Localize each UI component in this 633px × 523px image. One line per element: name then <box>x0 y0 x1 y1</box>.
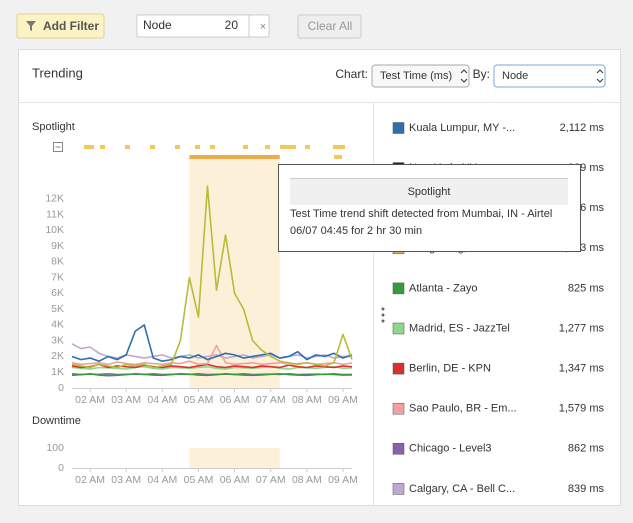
y-tick-label: 5K <box>51 303 64 315</box>
x-tick-label: 03 AM <box>111 394 141 406</box>
series-line <box>71 324 353 362</box>
y-tick-label: 2K <box>51 350 64 362</box>
legend-swatch <box>392 322 405 335</box>
legend-value: 839 ms <box>568 483 605 495</box>
y-tick-label: 11K <box>46 208 64 220</box>
x-tick-label: 02 AM <box>75 394 105 406</box>
chart-select[interactable] <box>371 64 470 88</box>
add-filter-label: Add Filter <box>43 19 99 33</box>
y-tick-label: 0 <box>58 462 64 474</box>
tooltip-title: Spotlight <box>408 186 451 198</box>
y-tick-label: 7K <box>51 271 64 283</box>
x-tick-label: 08 AM <box>292 474 322 486</box>
y-tick-label: 9K <box>51 240 64 252</box>
y-tick-label: 1K <box>51 366 64 378</box>
series-line <box>71 373 353 377</box>
spotlight-events <box>84 145 345 159</box>
series-line <box>71 185 353 369</box>
panel <box>18 49 621 506</box>
y-tick-label: 3K <box>51 334 64 346</box>
clear-all-label: Clear All <box>308 19 353 33</box>
legend-name: Madrid, ES - JazzTel <box>409 322 510 334</box>
legend-swatch <box>392 362 405 375</box>
filter-clear[interactable]: × <box>260 21 266 33</box>
x-tick-label: 09 AM <box>328 394 358 406</box>
legend-value: 1,579 ms <box>559 403 605 415</box>
x-tick-label: 03 AM <box>111 474 141 486</box>
legend-swatch <box>392 282 405 295</box>
legend-value: 1,277 ms <box>559 322 605 334</box>
by-select[interactable] <box>493 64 606 88</box>
x-tick-label: 06 AM <box>220 474 250 486</box>
legend-value: 2,112 ms <box>560 122 605 134</box>
clear-all-button[interactable] <box>297 14 362 39</box>
y-tick-label: 10K <box>45 224 64 236</box>
section-label: Spotlight <box>32 121 75 133</box>
by-select-value: Node <box>502 70 528 82</box>
by-label: By: <box>473 67 490 81</box>
y-tick-label: 0 <box>58 382 64 394</box>
filter-field: Node <box>143 18 172 32</box>
tooltip-detail: 06/07 04:45 for 2 hr 30 min <box>290 225 422 237</box>
x-tick-label: 06 AM <box>220 394 250 406</box>
x-tick-label: 04 AM <box>147 394 177 406</box>
filter-input[interactable] <box>136 14 270 38</box>
x-tick-label: 09 AM <box>328 474 358 486</box>
section-label: Downtime <box>32 415 81 427</box>
x-tick-label: 05 AM <box>184 394 214 406</box>
legend-name: Kuala Lumpur, MY -... <box>409 122 515 134</box>
legend-name: Atlanta - Zayo <box>409 282 477 294</box>
legend-swatch <box>392 122 405 134</box>
series-line <box>71 363 353 369</box>
spotlight-band <box>189 448 280 468</box>
legend-name: Sao Paulo, BR - Em... <box>409 403 517 415</box>
chart-select-value: Test Time (ms) <box>380 70 452 82</box>
legend-swatch <box>392 483 405 495</box>
select-arrows <box>596 69 604 83</box>
legend-swatch <box>392 443 405 455</box>
x-tick-label: 04 AM <box>147 474 177 486</box>
x-tick-label: 07 AM <box>256 474 286 486</box>
legend-value: 1,347 ms <box>559 363 605 375</box>
y-tick-label: 100 <box>46 442 64 454</box>
resize-handle[interactable] <box>381 307 385 323</box>
add-filter-button[interactable] <box>16 13 105 39</box>
y-tick-label: 6K <box>51 287 64 299</box>
select-arrows <box>460 69 468 83</box>
x-tick-label: 02 AM <box>75 474 105 486</box>
y-tick-label: 8K <box>51 256 64 268</box>
legend-name: Chicago - Level3 <box>409 443 492 455</box>
legend-name: Berlin, DE - KPN <box>409 363 491 375</box>
legend-name: Calgary, CA - Bell C... <box>409 483 515 495</box>
panel-title: Trending <box>32 65 83 80</box>
tooltip-text: Test Time trend shift detected from Mumb… <box>290 208 552 220</box>
legend-value: 825 ms <box>568 282 605 294</box>
spotlight-band <box>189 155 280 388</box>
chart-label: Chart: <box>335 67 368 81</box>
filter-icon <box>26 21 36 31</box>
spotlight-bar <box>189 155 280 159</box>
y-tick-label: 4K <box>51 319 64 331</box>
y-tick-label: 12K <box>45 193 64 205</box>
filter-count: 20 <box>225 18 239 32</box>
tooltip-header <box>290 178 568 205</box>
legend-value: 862 ms <box>568 443 605 455</box>
legend-swatch <box>392 402 405 415</box>
x-tick-label: 07 AM <box>256 394 286 406</box>
x-tick-label: 08 AM <box>292 394 322 406</box>
x-tick-label: 05 AM <box>184 474 214 486</box>
